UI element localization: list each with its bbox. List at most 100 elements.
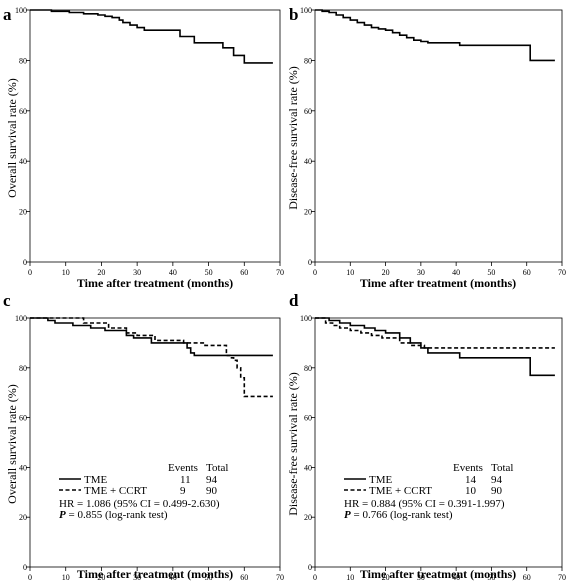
x-tick-label: 0 — [28, 573, 32, 582]
plot-frame — [314, 317, 563, 568]
y-tick-label: 100 — [15, 6, 27, 15]
legend-events-value: 14 — [465, 474, 477, 486]
y-tick-label: 0 — [308, 258, 312, 267]
legend-total-value: 90 — [206, 485, 218, 497]
x-tick-label: 30 — [417, 573, 425, 582]
y-axis-label: Overall survival rate (%) — [5, 78, 19, 198]
x-tick-label: 0 — [313, 573, 317, 582]
panel-letter: c — [3, 291, 11, 310]
y-tick-label: 40 — [19, 463, 27, 472]
y-tick-label: 20 — [19, 208, 27, 217]
survival-curve-solid — [30, 317, 273, 357]
x-tick-label: 20 — [97, 573, 105, 582]
y-tick-label: 40 — [304, 463, 312, 472]
p-value-text: P = 0.855 (log-rank test) — [59, 509, 168, 521]
y-tick-label: 80 — [304, 56, 312, 65]
plot-frame — [314, 9, 563, 263]
legend-series-name: TME — [369, 474, 393, 486]
x-tick-label: 10 — [62, 268, 70, 277]
legend-header-total: Total — [206, 462, 228, 474]
x-tick-label: 60 — [523, 268, 531, 277]
legend-header-total: Total — [491, 462, 513, 474]
panel-letter: d — [289, 291, 299, 310]
y-tick-label: 60 — [19, 414, 27, 423]
y-axis-label: Disease-free survival rate (%) — [286, 66, 300, 210]
x-tick-label: 60 — [523, 573, 531, 582]
y-tick-label: 100 — [300, 6, 312, 15]
x-tick-label: 70 — [558, 268, 566, 277]
y-tick-label: 0 — [308, 563, 312, 572]
panel-c: c 0 10 20 30 40 50 60 70 0 20 40 60 80 100 Time after t… — [3, 291, 284, 582]
y-tick-label: 0 — [23, 563, 27, 572]
p-value-text: P = 0.766 (log-rank test) — [344, 509, 453, 521]
x-tick-label: 30 — [417, 268, 425, 277]
survival-curve-solid — [315, 9, 555, 62]
legend-total-value: 94 — [206, 474, 218, 486]
panel-b: b 0 10 20 30 40 50 60 70 0 20 40 60 80 100 Time after t… — [286, 5, 566, 290]
y-tick-label: 20 — [19, 513, 27, 522]
x-tick-label: 50 — [205, 268, 213, 277]
x-tick-label: 50 — [487, 268, 495, 277]
survival-curve-solid — [315, 317, 555, 377]
y-tick-label: 100 — [300, 314, 312, 323]
x-axis-label: Time after treatment (months) — [77, 276, 233, 290]
x-tick-label: 20 — [97, 268, 105, 277]
x-tick-label: 40 — [452, 573, 460, 582]
survival-curve-solid — [30, 9, 273, 64]
y-tick-label: 20 — [304, 513, 312, 522]
x-tick-label: 70 — [558, 573, 566, 582]
legend-total-value: 90 — [491, 485, 503, 497]
panel-letter: b — [289, 5, 298, 24]
y-tick-label: 20 — [304, 208, 312, 217]
x-tick-label: 30 — [133, 268, 141, 277]
y-tick-label: 100 — [15, 314, 27, 323]
x-tick-label: 70 — [276, 573, 284, 582]
y-tick-label: 80 — [19, 364, 27, 373]
legend-series-name: TME + CCRT — [84, 485, 147, 497]
survival-curve-dashed — [315, 317, 555, 349]
legend-series-name: TME + CCRT — [369, 485, 432, 497]
panel-letter: a — [3, 5, 12, 24]
hazard-ratio-text: HR = 0.884 (95% CI = 0.391-1.997) — [344, 498, 505, 510]
plot-frame — [29, 317, 281, 568]
x-tick-label: 50 — [487, 573, 495, 582]
y-tick-label: 60 — [19, 107, 27, 116]
y-axis-label: Disease-free survival rate (%) — [286, 372, 300, 516]
x-tick-label: 50 — [205, 573, 213, 582]
legend-events-value: 10 — [465, 485, 477, 497]
x-tick-label: 40 — [169, 268, 177, 277]
legend-events-value: 9 — [180, 485, 186, 497]
legend-header-events: Events — [453, 462, 483, 474]
x-tick-label: 60 — [240, 573, 248, 582]
x-axis-label: Time after treatment (months) — [360, 276, 516, 290]
x-tick-label: 40 — [452, 268, 460, 277]
y-tick-label: 60 — [304, 107, 312, 116]
panel-d: d 0 10 20 30 40 50 60 70 0 20 40 60 80 100 Time after t… — [286, 291, 566, 582]
x-tick-label: 40 — [169, 573, 177, 582]
legend-total-value: 94 — [491, 474, 503, 486]
x-tick-label: 20 — [382, 573, 390, 582]
x-tick-label: 10 — [346, 268, 354, 277]
y-tick-label: 40 — [19, 157, 27, 166]
legend-header-events: Events — [168, 462, 198, 474]
x-tick-label: 20 — [382, 268, 390, 277]
legend-events-value: 11 — [180, 474, 191, 486]
hazard-ratio-text: HR = 1.086 (95% CI = 0.499-2.630) — [59, 498, 220, 510]
x-tick-label: 30 — [133, 573, 141, 582]
y-tick-label: 0 — [23, 258, 27, 267]
x-tick-label: 70 — [276, 268, 284, 277]
plot-frame — [29, 9, 281, 263]
legend-series-name: TME — [84, 474, 108, 486]
y-tick-label: 80 — [19, 56, 27, 65]
x-tick-label: 0 — [313, 268, 317, 277]
x-axis-label: Time after treatment (months) — [360, 567, 516, 581]
panel-a: a 0 10 20 30 40 50 60 70 0 20 40 60 80 100 Time after t… — [3, 5, 284, 290]
y-tick-label: 40 — [304, 157, 312, 166]
x-tick-label: 60 — [240, 268, 248, 277]
x-axis-label: Time after treatment (months) — [77, 567, 233, 581]
x-tick-label: 10 — [346, 573, 354, 582]
